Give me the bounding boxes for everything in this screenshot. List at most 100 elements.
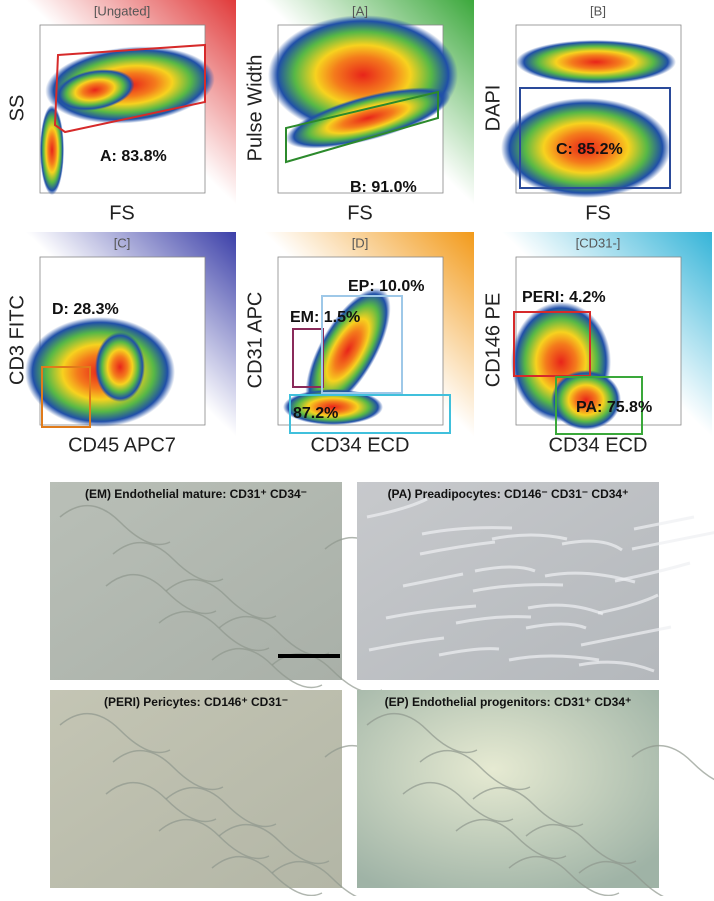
cell-outline [631,744,714,781]
gate-label: PERI: 4.2% [522,289,606,306]
plot-title: [D] [352,235,369,250]
cell-outline [105,573,217,615]
cell-outline [472,786,584,828]
density-cloud [516,40,676,84]
micrograph: (EP) Endothelial progenitors: CD31⁺ CD34… [357,690,714,901]
gate-label: D: 28.3% [52,301,119,318]
cell-outline [633,515,695,531]
y-axis-label: CD31 APC [244,292,266,389]
y-axis-label: SS [6,95,28,122]
gate [285,90,439,164]
x-axis-label: FS [347,202,373,224]
gate [513,311,591,377]
gate [41,366,91,428]
gate-label: 87.2% [293,405,338,422]
gate [289,394,451,434]
density-cloud [285,87,451,149]
cell-outline [59,712,171,754]
plot-title: [CD31-] [576,235,621,250]
cell-outline [218,823,330,865]
cell-outline [578,660,655,673]
cell-outline [597,593,659,615]
cell-outline [561,539,623,552]
x-axis-label: FS [585,202,611,224]
cell-outline [508,654,600,662]
gate-label: A: 83.8% [100,148,167,165]
gate-label: C: 85.2% [556,141,623,158]
gate [519,87,671,189]
cell-outline [525,823,637,865]
cell-outline [112,541,224,583]
y-axis-label: CD146 PE [482,293,504,388]
cell-outline [105,781,217,823]
density-cloud [305,287,391,413]
gate-label: EP: 10.0% [348,278,424,295]
cell-outline [474,565,536,573]
cell-outline [419,749,531,791]
plot-title: [Ungated] [94,3,150,18]
micrograph: (PA) Preadipocytes: CD146⁻ CD31⁻ CD34⁺ [357,482,714,680]
micrograph-title: (PA) Preadipocytes: CD146⁻ CD31⁻ CD34⁺ [388,487,629,501]
cell-outline [544,571,636,584]
cell-outline [455,818,567,860]
y-axis-label: Pulse Width [244,55,266,162]
cell-outline [112,749,224,791]
flow-plot: [Ungated] SS FS A: 83.8% [2,0,236,228]
cell-outline [527,603,604,616]
cell-outline [368,636,445,652]
cell-outline [211,647,323,689]
gate [53,43,206,134]
cell-outline [508,855,620,897]
gate [555,376,643,435]
plot-title: [B] [590,3,606,18]
cell-outline [165,578,277,620]
micrograph-image [357,482,659,680]
gate-label: PA: 75.8% [576,399,652,416]
micrograph-title: (EM) Endothelial mature: CD31⁺ CD34⁻ [85,487,307,501]
cell-outline [158,610,270,652]
cell-outline [421,526,513,536]
cell-outline [158,818,270,860]
flow-plot: [D] CD31 APC CD34 ECD EP: 10.0% EM: 1.5% 87.2… [240,232,474,460]
density-cloud [551,370,621,430]
cell-outline [580,625,672,647]
flow-plot: [A] Pulse Width FS B: 91.0% [240,0,474,228]
cell-outline [472,583,564,593]
density-cloud [95,332,145,402]
cell-outline [402,781,514,823]
plot-title: [C] [114,235,131,250]
gate-label: EM: 1.5% [290,309,360,326]
cell-outline [419,540,496,556]
flow-plot: [C] CD3 FITC CD45 APC7 D: 28.3% [2,232,236,460]
x-axis-label: CD45 APC7 [68,434,176,456]
density-cloud [501,98,671,198]
cell-outline [491,533,568,541]
x-axis-label: CD34 ECD [311,434,410,456]
cell-outline [455,615,532,625]
cell-outline [165,786,277,828]
cell-outline [366,497,428,519]
micrograph-title: (EP) Endothelial progenitors: CD31⁺ CD34… [385,695,632,709]
density-cloud [283,389,383,425]
cell-outline [525,622,587,630]
cell-outline [438,647,500,657]
cell-outline [385,604,477,620]
micrograph: (EM) Endothelial mature: CD31⁺ CD34⁻ [50,482,436,694]
cell-outline [631,531,714,551]
gate [321,295,403,394]
y-axis-label: CD3 FITC [6,295,28,385]
plot-title: [A] [352,3,368,18]
flow-plot: [B] DAPI FS C: 85.2% [478,0,712,228]
micrograph: (PERI) Pericytes: CD146⁺ CD31⁻ [50,690,436,901]
cell-outline [211,855,323,897]
x-axis-label: CD34 ECD [549,434,648,456]
micrograph-image [50,690,342,888]
density-cloud [40,105,64,195]
flow-plot: [CD31-] CD146 PE CD34 ECD PERI: 4.2% PA: 75.… [478,232,712,460]
cell-outline [366,712,478,754]
micrograph-image [50,482,342,680]
y-axis-label: DAPI [482,85,504,132]
density-cloud [55,69,135,111]
gate-label: B: 91.0% [350,179,417,196]
